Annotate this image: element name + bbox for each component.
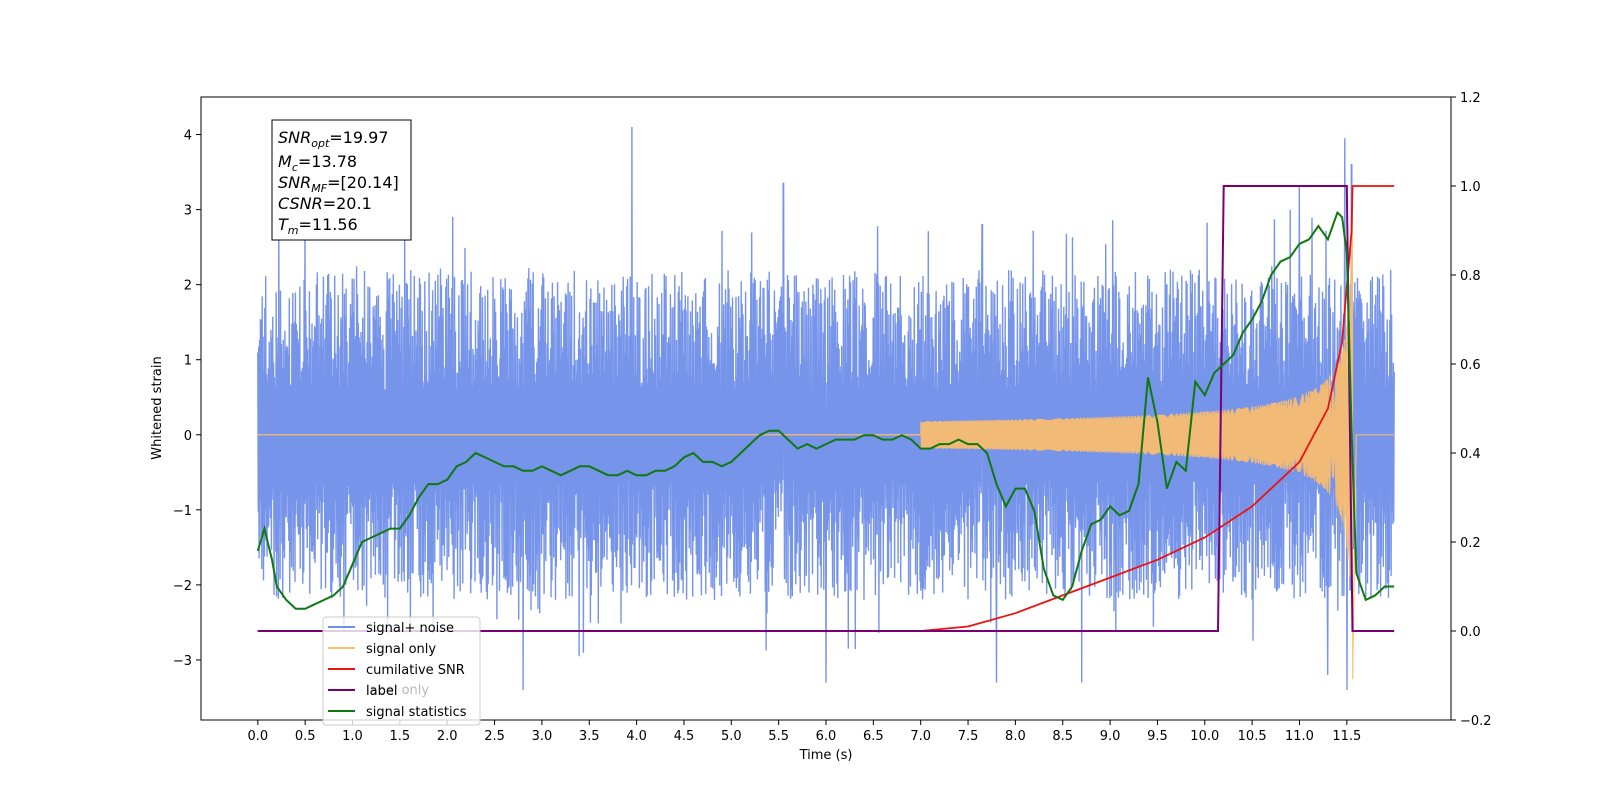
- y2-tick-label: 0.8: [1460, 269, 1481, 284]
- x-tick-label: 3.0: [532, 729, 553, 744]
- annotation-lines: SNRopt=19.97Mc=13.78SNRMF=[20.14]CSNR=20…: [278, 128, 399, 237]
- legend-frame: [322, 616, 481, 726]
- x-tick-label: 10.5: [1238, 729, 1267, 744]
- x-tick-label: 7.0: [910, 729, 931, 744]
- x-tick-label: 4.5: [674, 729, 695, 744]
- y2-tick-label: 0.0: [1460, 625, 1481, 640]
- y2-tick-label: 1.2: [1460, 91, 1481, 106]
- y2-tick-label: 0.4: [1460, 447, 1481, 462]
- x-tick-label: 10.0: [1190, 729, 1219, 744]
- y-tick-label: 1: [184, 354, 192, 369]
- y-tick-label: 4: [184, 129, 192, 144]
- x-tick-label: 7.5: [958, 729, 979, 744]
- series-cumulative-snr: [920, 185, 1395, 632]
- x-tick-label: 6.0: [816, 729, 837, 744]
- x-tick-label: 1.5: [390, 729, 411, 744]
- y-tick-label: 3: [184, 204, 192, 219]
- x-tick-label: 5.0: [721, 729, 742, 744]
- x-tick-label: 11.5: [1332, 729, 1361, 744]
- y-tick-label: 2: [184, 279, 192, 294]
- annotation-line: SNRopt=19.97: [278, 128, 389, 150]
- y-tick-label: −1: [173, 504, 192, 519]
- y2-tick-label: 0.6: [1460, 358, 1481, 373]
- y2-tick-label: 0.2: [1460, 536, 1481, 551]
- annotation-frame: [271, 119, 412, 241]
- series-signal-only: [920, 207, 1395, 680]
- y-tick-label: −2: [173, 579, 192, 594]
- legend-entry-label: label: [366, 684, 397, 699]
- x-tick-label: 2.0: [437, 729, 458, 744]
- legend-entry-label: signal statistics: [366, 705, 467, 720]
- plot-layer: [256, 126, 1395, 691]
- annotation-line: CSNR=20.1: [278, 194, 372, 213]
- x-tick-label: 3.5: [579, 729, 600, 744]
- x-tick-label: 6.5: [863, 729, 884, 744]
- x-tick-label: 4.0: [626, 729, 647, 744]
- legend-items: signal+ noise signal only cumilative SNR la…: [328, 621, 467, 720]
- x-tick-label: 9.5: [1147, 729, 1168, 744]
- series-signal-statistics: [256, 210, 1395, 610]
- annotation-line: Tm=11.56: [278, 215, 358, 237]
- annotation-box: SNRopt=19.97Mc=13.78SNRMF=[20.14]CSNR=20…: [271, 119, 412, 241]
- y2-tick-label: 1.0: [1460, 180, 1481, 195]
- annotation-line: SNRMF=[20.14]: [278, 173, 399, 195]
- legend: label only signal+ noise signal only cumil…: [322, 616, 481, 726]
- x-tick-label: 11.0: [1285, 729, 1314, 744]
- y-axis-label: Whitened strain: [150, 356, 165, 459]
- x-tick-label: 0.5: [295, 729, 316, 744]
- x-tick-label: 8.5: [1052, 729, 1073, 744]
- series-label: [257, 185, 1395, 632]
- y2-tick-label: −0.2: [1460, 714, 1492, 729]
- legend-overlap-text: label only: [366, 683, 429, 698]
- legend-entry-label: signal only: [366, 642, 436, 657]
- x-tick-label: 0.0: [247, 729, 268, 744]
- annotation-line: Mc=13.78: [278, 152, 357, 174]
- y-tick-label: −3: [173, 654, 192, 669]
- legend-entry-label: cumilative SNR: [366, 663, 465, 678]
- x-axis-label: Time (s): [799, 748, 853, 763]
- x-tick-label: 9.0: [1100, 729, 1121, 744]
- x-tick-label: 1.0: [342, 729, 363, 744]
- legend-entry-label: signal+ noise: [366, 621, 454, 636]
- series-signal-noise: [257, 126, 1395, 691]
- axis-layer: 0.0 0.5 1.0 1.5 2.0 2.5 3.0 3.5 4.0 4.5 5.0 5.5 6.0 6…: [173, 91, 1492, 744]
- x-tick-label: 5.5: [768, 729, 789, 744]
- x-tick-label: 8.0: [1005, 729, 1026, 744]
- x-tick-label: 2.5: [484, 729, 505, 744]
- y-tick-label: 0: [184, 429, 192, 444]
